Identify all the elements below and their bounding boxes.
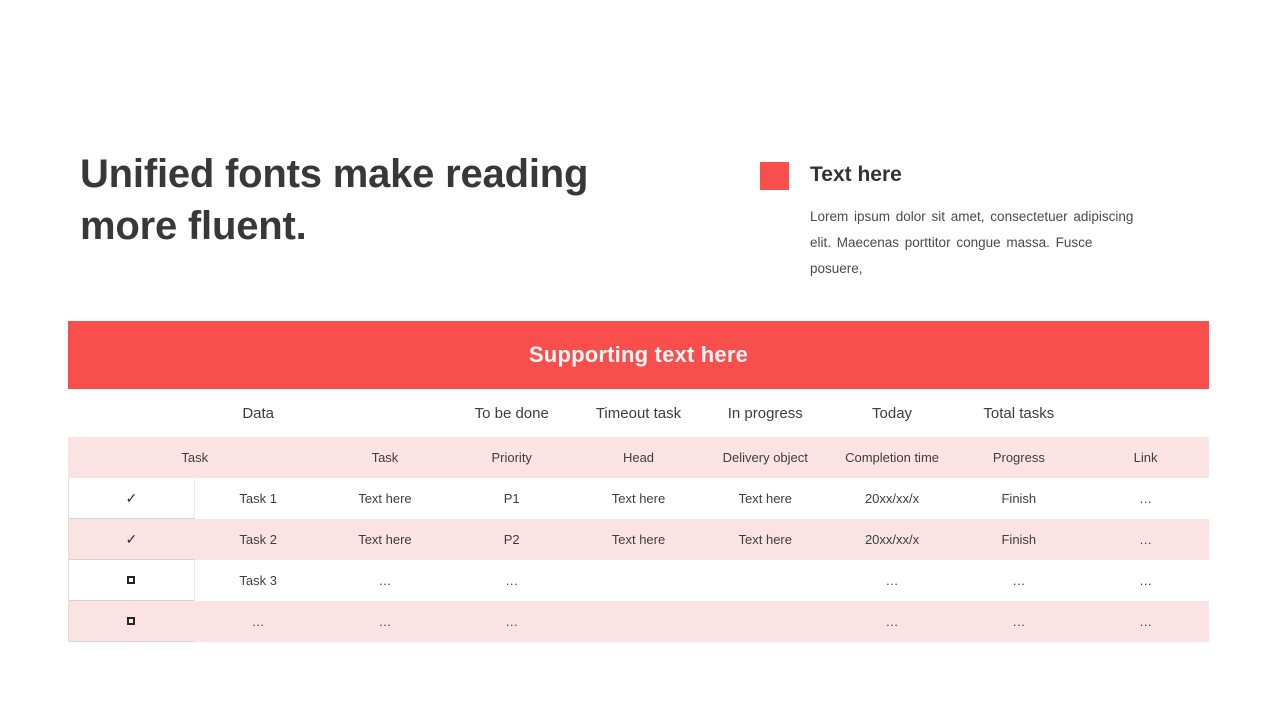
column-header-completion-time: Completion time bbox=[845, 450, 940, 465]
group-header-data: Data bbox=[242, 404, 274, 422]
table-cell: Finish bbox=[1001, 491, 1037, 506]
column-header-link: Link bbox=[1133, 450, 1158, 465]
table-cell: … bbox=[378, 573, 392, 588]
callout-body-line: Lorem ipsum dolor sit amet, consectetuer… bbox=[810, 209, 1134, 224]
table-cell: … bbox=[378, 614, 392, 629]
callout-content: Text here Lorem ipsum dolor sit amet, co… bbox=[810, 160, 1160, 282]
checkbox-empty-icon bbox=[127, 617, 136, 625]
checkmark-icon: ✓ bbox=[125, 489, 138, 506]
table-cell: … bbox=[505, 614, 519, 629]
table-cell: Text here bbox=[611, 491, 666, 506]
table-cell: Text here bbox=[358, 491, 412, 506]
table-cell: 20xx/xx/x bbox=[864, 532, 920, 547]
table-cell: … bbox=[1139, 491, 1153, 506]
checkbox-cell: ✓ bbox=[68, 519, 195, 560]
checkbox-cell bbox=[68, 601, 195, 642]
column-header-task2: Task bbox=[371, 450, 399, 465]
table-cell: Task 1 bbox=[239, 491, 277, 506]
checkbox-empty-icon bbox=[127, 576, 136, 584]
column-header-progress: Progress bbox=[992, 450, 1045, 465]
group-header-today: Today bbox=[872, 404, 913, 422]
callout-body-line: posuere, bbox=[810, 261, 863, 276]
callout-body-line: elit. Maecenas porttitor congue massa. F… bbox=[810, 235, 1093, 250]
group-header-to-be-done: To be done bbox=[474, 404, 549, 422]
table-cell: … bbox=[1012, 614, 1026, 629]
table-cell: P2 bbox=[503, 532, 520, 547]
group-header-timeout-task: Timeout task bbox=[595, 404, 682, 422]
table-cell: … bbox=[885, 573, 899, 588]
column-header-head: Head bbox=[622, 450, 655, 465]
table-cell: Task 2 bbox=[239, 532, 277, 547]
table-cell: … bbox=[885, 614, 899, 629]
table-cell: … bbox=[251, 614, 265, 629]
table-cell: … bbox=[1139, 573, 1153, 588]
table-cell: 20xx/xx/x bbox=[864, 491, 920, 506]
table-row: … … … … … … bbox=[68, 601, 1209, 642]
group-header-total-tasks: Total tasks bbox=[983, 404, 1055, 422]
column-header-task: Task bbox=[181, 450, 209, 465]
checkbox-cell bbox=[68, 560, 195, 601]
table-row: Task 3 … … … … … bbox=[68, 560, 1209, 601]
banner-label: Supporting text here bbox=[528, 342, 749, 367]
table-row: ✓ Task 1 Text here P1 Text here Text her… bbox=[68, 478, 1209, 519]
callout-body: Lorem ipsum dolor sit amet, consectetuer… bbox=[810, 204, 1160, 282]
task-table: Data To be done Timeout task In progress… bbox=[68, 389, 1209, 642]
table-cell: Text here bbox=[738, 491, 792, 506]
column-header-row: Task Task Priority Head Delivery object … bbox=[68, 437, 1209, 478]
callout-heading: Text here bbox=[810, 163, 902, 186]
table-row: ✓ Task 2 Text here P2 Text here Text her… bbox=[68, 519, 1209, 560]
table-cell: Text here bbox=[611, 532, 666, 547]
table-cell: … bbox=[505, 573, 519, 588]
supporting-text-banner: Supporting text here bbox=[68, 321, 1209, 389]
group-header-in-progress: In progress bbox=[727, 404, 803, 422]
table-cell: Finish bbox=[1001, 532, 1037, 547]
table-cell: P1 bbox=[503, 491, 520, 506]
table-cell: Text here bbox=[358, 532, 412, 547]
column-header-priority: Priority bbox=[491, 450, 532, 465]
slide-title: Unified fonts make reading more fluent. bbox=[80, 152, 589, 248]
table-cell: Task 3 bbox=[239, 573, 277, 588]
checkbox-cell: ✓ bbox=[68, 478, 195, 519]
table-cell: … bbox=[1139, 532, 1153, 547]
table-cell: … bbox=[1012, 573, 1026, 588]
column-header-delivery-object: Delivery object bbox=[722, 450, 808, 465]
table-cell: … bbox=[1139, 614, 1153, 629]
table-cell: Text here bbox=[738, 532, 792, 547]
checkmark-icon: ✓ bbox=[125, 530, 138, 547]
group-header-row: Data To be done Timeout task In progress… bbox=[68, 389, 1209, 437]
bullet-square-icon bbox=[760, 162, 789, 190]
